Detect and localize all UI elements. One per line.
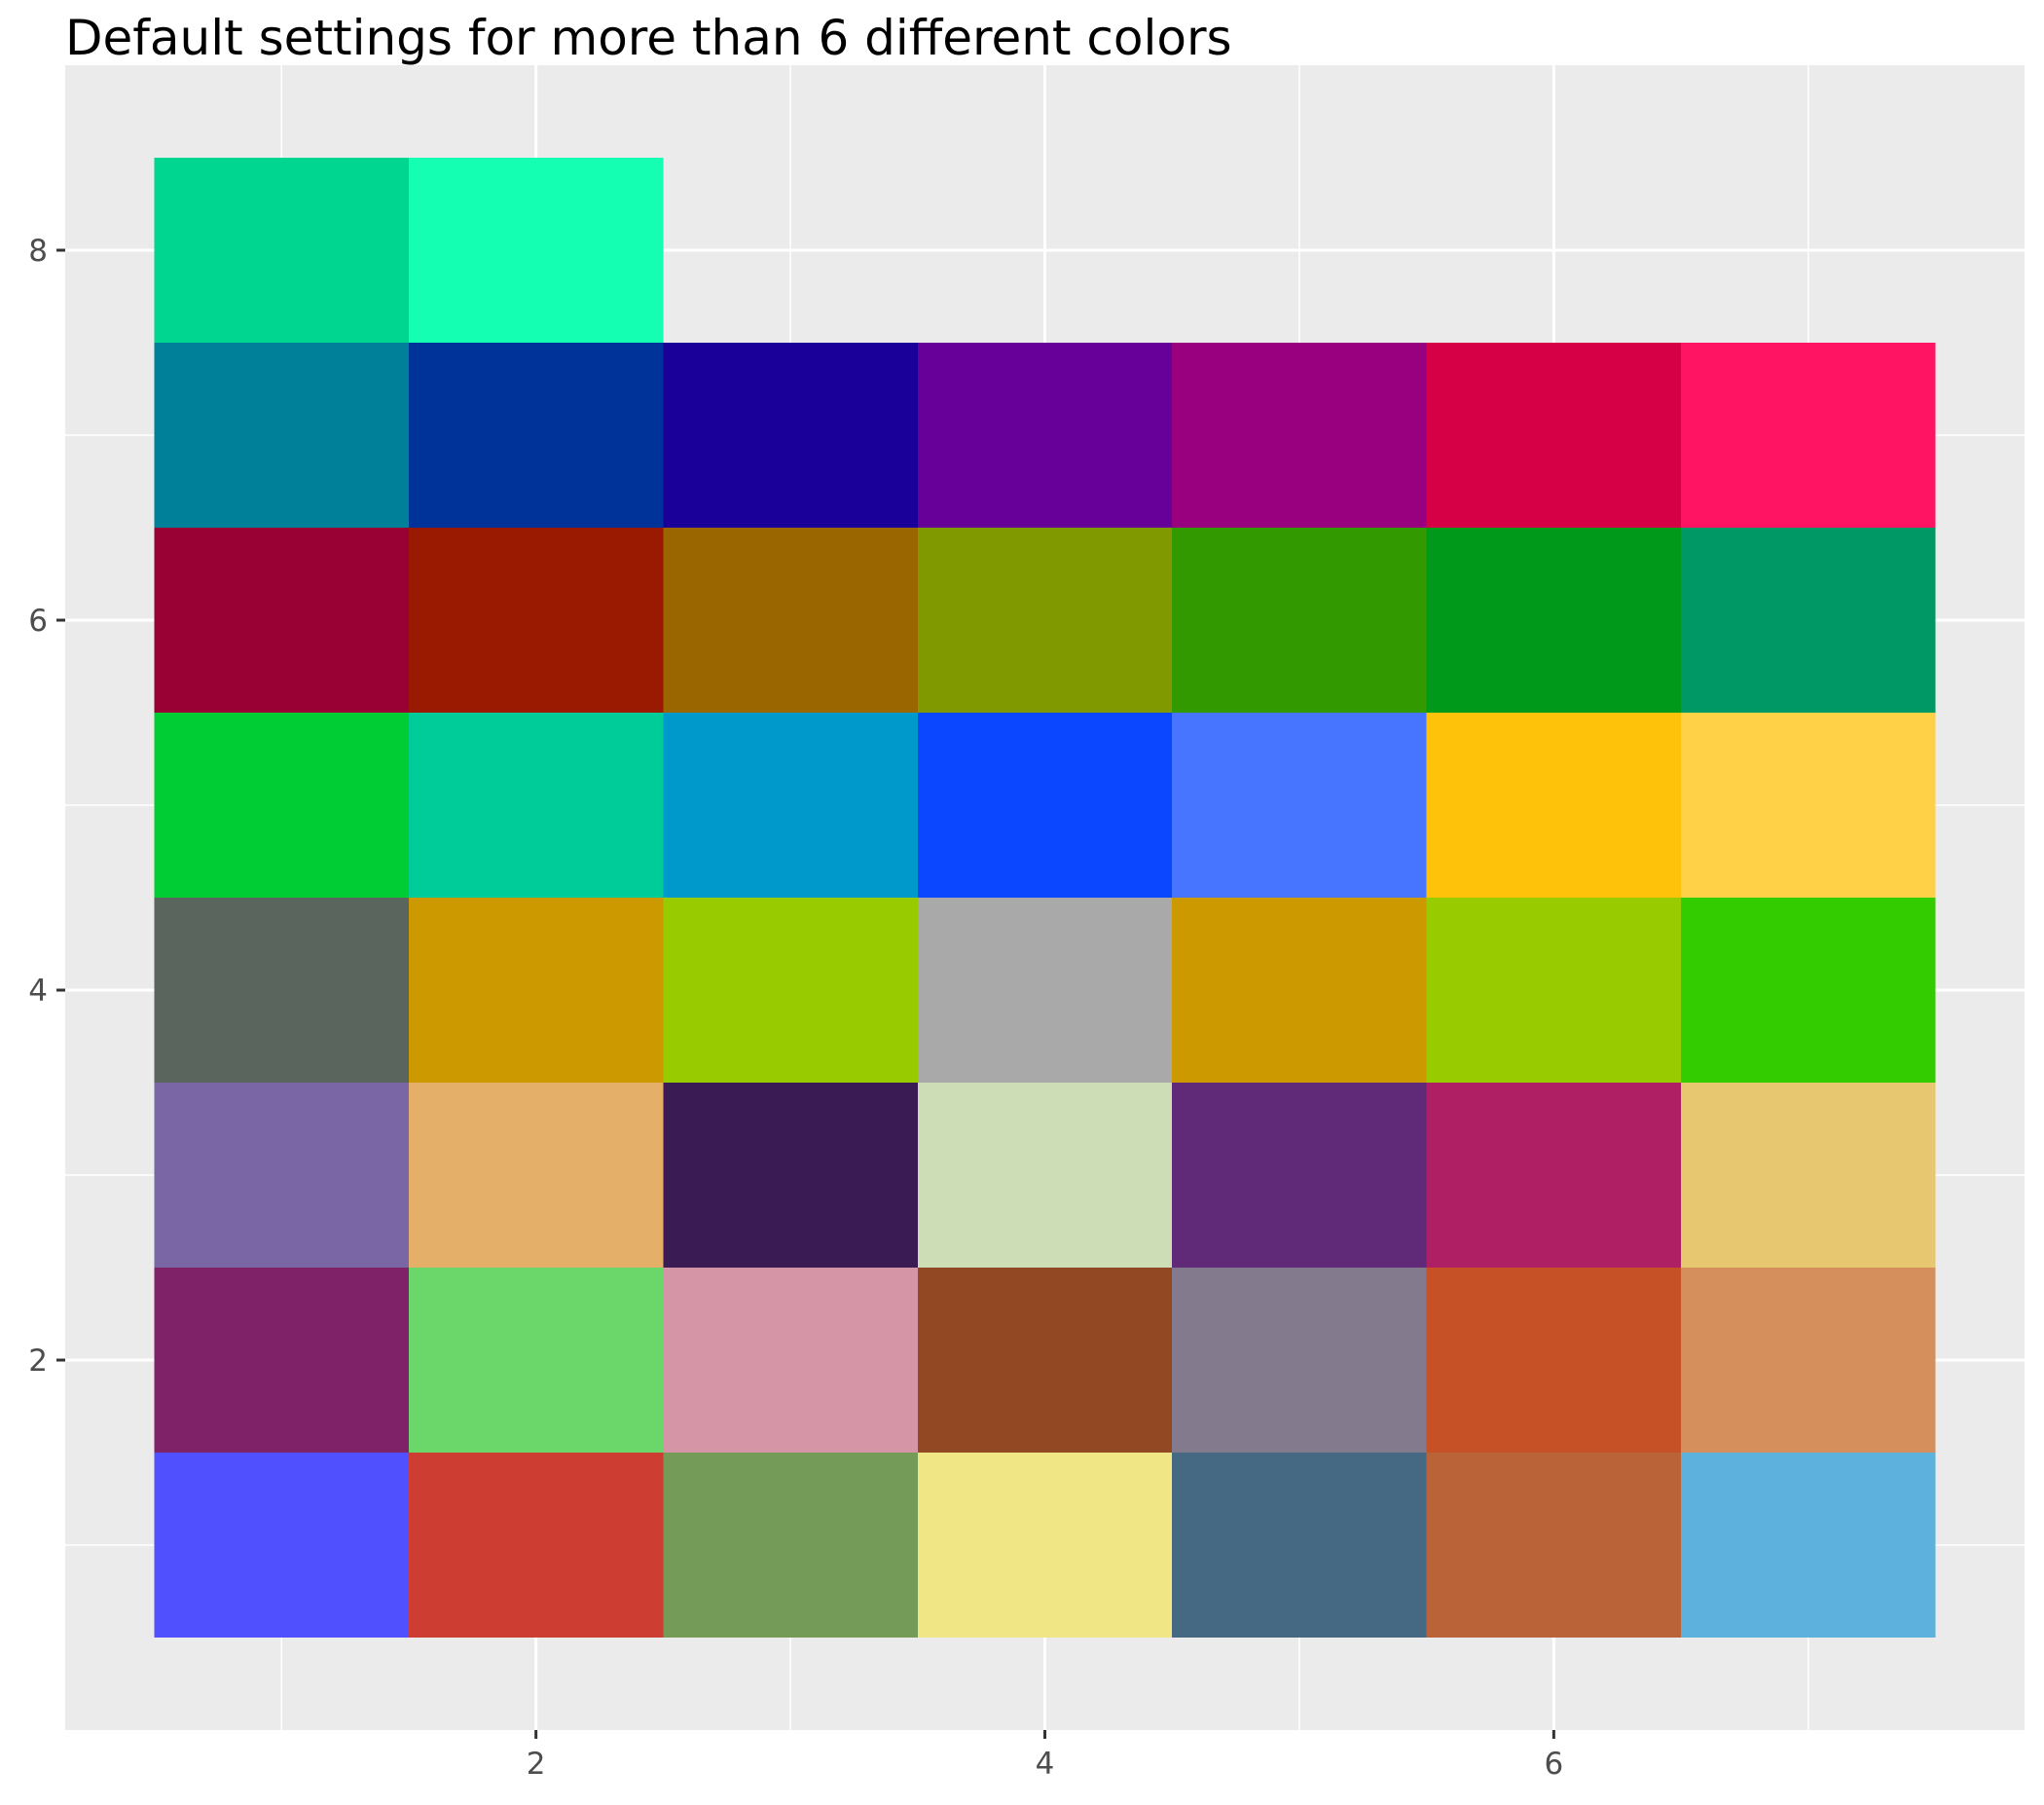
heatmap-tile xyxy=(408,1453,664,1638)
heatmap-tile xyxy=(408,343,664,528)
y-tick-label: 4 xyxy=(28,974,48,1009)
x-tick-label: 2 xyxy=(527,1747,546,1782)
heatmap-tile xyxy=(917,1453,1173,1638)
heatmap-tile xyxy=(1172,898,1427,1083)
heatmap-tile xyxy=(154,528,409,713)
heatmap-tile xyxy=(1681,898,1936,1083)
heatmap-tile xyxy=(1426,343,1682,528)
heatmap-tile xyxy=(917,343,1173,528)
heatmap-tile xyxy=(408,1083,664,1268)
heatmap-tile xyxy=(1681,343,1936,528)
heatmap-tile xyxy=(663,343,918,528)
heatmap-tile xyxy=(917,528,1173,713)
axes: 2 4 6 2 4 6 8 xyxy=(28,234,1563,1782)
x-tick-label: 6 xyxy=(1544,1747,1563,1782)
heatmap-tile xyxy=(1172,1453,1427,1638)
heatmap-tile xyxy=(154,343,409,528)
heatmap-tile xyxy=(408,528,664,713)
heatmap-tile xyxy=(154,158,409,343)
heatmap-tile xyxy=(1426,1083,1682,1268)
heatmap-tile xyxy=(1172,713,1427,898)
heatmap-tile xyxy=(1172,343,1427,528)
heatmap-tile xyxy=(154,1083,409,1268)
heatmap-tile xyxy=(663,898,918,1083)
heatmap-tile xyxy=(1681,1083,1936,1268)
heatmap-tile xyxy=(1426,1268,1682,1453)
heatmap-tile xyxy=(1172,1268,1427,1453)
heatmap-tile xyxy=(408,1268,664,1453)
heatmap-tile xyxy=(917,1083,1173,1268)
heatmap-tile xyxy=(154,713,409,898)
heatmap-tile xyxy=(663,713,918,898)
heatmap-tile xyxy=(663,1453,918,1638)
x-tick-label: 4 xyxy=(1036,1747,1055,1782)
heatmap-tile xyxy=(408,713,664,898)
heatmap-tile xyxy=(408,898,664,1083)
heatmap-tile xyxy=(1426,898,1682,1083)
heatmap-tile xyxy=(1681,1268,1936,1453)
heatmap-tile xyxy=(154,1268,409,1453)
chart-title: Default settings for more than 6 differe… xyxy=(65,10,1232,66)
y-tick-label: 8 xyxy=(28,234,48,269)
heatmap-tile xyxy=(408,158,664,343)
heatmap-tile xyxy=(917,1268,1173,1453)
heatmap-tile xyxy=(1681,1453,1936,1638)
heatmap-tile xyxy=(917,713,1173,898)
tiles xyxy=(154,158,1936,1638)
heatmap-tile xyxy=(663,528,918,713)
heatmap-tile xyxy=(1172,1083,1427,1268)
heatmap-tile xyxy=(1426,528,1682,713)
heatmap-tile xyxy=(917,898,1173,1083)
heatmap-tile xyxy=(154,898,409,1083)
heatmap-tile xyxy=(1681,528,1936,713)
heatmap-tile xyxy=(663,1083,918,1268)
y-tick-label: 2 xyxy=(28,1344,48,1379)
heatmap-tile xyxy=(1681,713,1936,898)
y-tick-label: 6 xyxy=(28,604,48,639)
heatmap-tile xyxy=(1172,528,1427,713)
heatmap-tile xyxy=(154,1453,409,1638)
heatmap-tile xyxy=(1426,1453,1682,1638)
heatmap-tile xyxy=(663,1268,918,1453)
heatmap-tile xyxy=(1426,713,1682,898)
